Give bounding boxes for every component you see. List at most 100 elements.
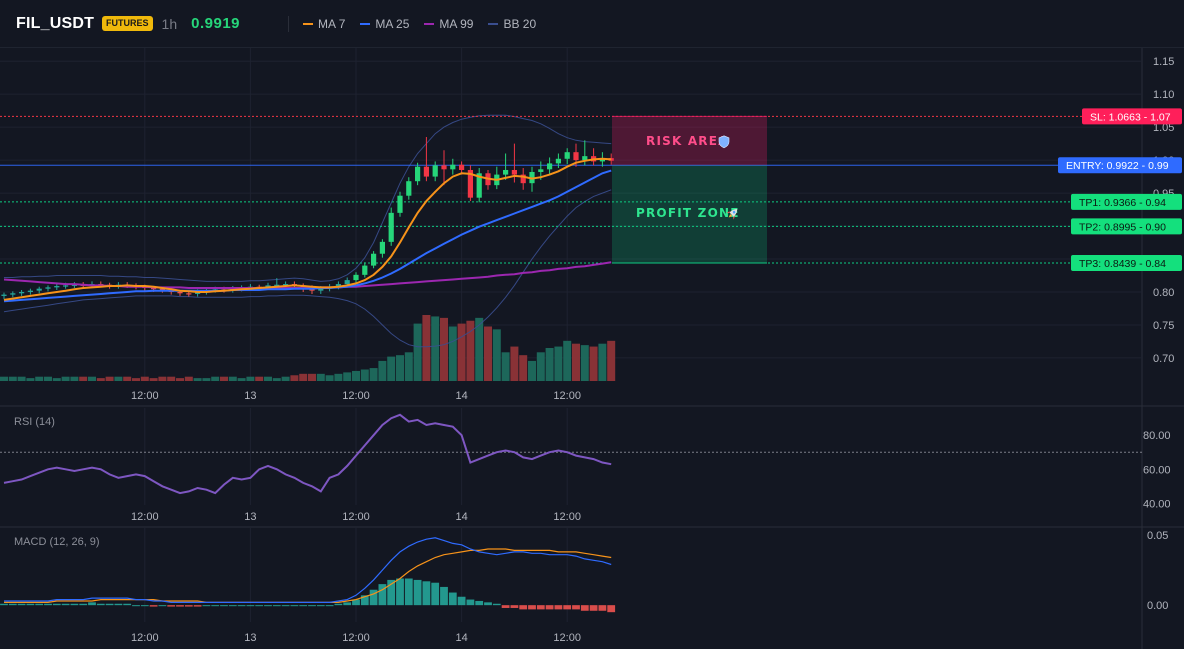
macd-time-tick-label: 13 xyxy=(244,632,256,644)
macd-time-tick-label: 14 xyxy=(455,632,467,644)
legend-ma25[interactable]: MA 25 xyxy=(360,17,409,31)
tp1-level-tag: TP1: 0.9366 - 0.94 xyxy=(1071,193,1182,210)
tp3-tag-background xyxy=(1071,255,1182,272)
candle-body xyxy=(397,195,403,213)
macd-histogram-bar xyxy=(140,605,149,607)
macd-histogram-bar xyxy=(299,605,308,607)
macd-histogram-bar xyxy=(413,579,422,606)
volume-bar xyxy=(536,352,545,381)
volume-bar xyxy=(140,376,149,381)
macd-histogram-bar xyxy=(246,605,255,607)
volume-bar xyxy=(149,378,158,381)
macd-histogram-bar xyxy=(281,605,290,607)
volume-bar xyxy=(202,378,211,381)
macd-histogram-bar xyxy=(378,584,387,606)
candle-body xyxy=(503,169,509,175)
tp3-level-tag: TP3: 0.8439 - 0.84 xyxy=(1071,255,1182,272)
macd-histogram-bar xyxy=(343,602,352,606)
rsi-line xyxy=(3,413,612,495)
symbol-name[interactable]: FIL_USDT xyxy=(16,14,95,32)
candle-body xyxy=(432,165,438,177)
volume-bar xyxy=(290,375,299,381)
volume-bar xyxy=(193,378,202,381)
macd-histogram-bar xyxy=(88,602,96,606)
candle-body xyxy=(177,291,183,294)
legend-bb20[interactable]: BB 20 xyxy=(488,17,536,31)
candle-body xyxy=(608,158,614,161)
rsi-time-tick-label: 13 xyxy=(244,511,256,523)
candle-body xyxy=(318,288,324,291)
volume-bar xyxy=(44,376,52,381)
legend-bb20-swatch xyxy=(488,22,499,25)
macd-histogram-bar xyxy=(360,595,369,606)
price-tick-label: 0.75 xyxy=(1153,320,1174,332)
timeframe-selector[interactable]: 1h xyxy=(161,15,178,32)
last-price: 0.9919 xyxy=(191,15,241,32)
candle-body xyxy=(1,294,7,296)
volume-bar xyxy=(563,340,572,381)
candle-body xyxy=(27,290,33,292)
macd-histogram-bar xyxy=(457,596,466,606)
macd-time-tick-label: 12:00 xyxy=(131,632,159,644)
macd-histogram-bar xyxy=(528,605,536,610)
legend-ma7-swatch xyxy=(303,22,314,25)
macd-time-tick-label: 12:00 xyxy=(342,632,370,644)
price-tick-label: 0.80 xyxy=(1153,287,1174,299)
price-tick-label: 1.05 xyxy=(1153,122,1174,134)
volume-bar xyxy=(334,373,343,381)
tp2-tag-text: TP2: 0.8995 - 0.90 xyxy=(1079,221,1166,233)
candle-body xyxy=(582,156,588,161)
volume-bar xyxy=(554,346,563,381)
candle-body xyxy=(186,293,192,295)
macd-histogram-bar xyxy=(607,605,616,613)
macd-histogram-bar xyxy=(237,605,246,607)
rsi-time-tick-label: 12:00 xyxy=(553,511,581,523)
sl-level-tag: SL: 1.0663 - 1.07 xyxy=(1082,108,1182,125)
macd-histogram-bar xyxy=(554,605,563,610)
macd-tick-label: 0.00 xyxy=(1147,600,1168,612)
tp3-tag-text: TP3: 0.8439 - 0.84 xyxy=(1079,258,1166,270)
macd-histogram-bar xyxy=(255,605,264,607)
candle-body xyxy=(36,288,42,291)
price-axis: 1.151.101.051.000.950.900.850.800.750.70… xyxy=(1058,56,1182,365)
risk-zone-label: RISK AREA xyxy=(646,134,729,148)
entry-level-tag: ENTRY: 0.9922 - 0.99 xyxy=(1058,157,1182,174)
tp2-tag-background xyxy=(1071,218,1182,235)
trade-zones: RISK AREA PROFIT ZONE xyxy=(612,115,767,264)
macd-histogram-bar xyxy=(61,603,70,606)
rsi-tick-label: 60.00 xyxy=(1143,464,1171,476)
volume-bar xyxy=(607,340,616,381)
candle-body xyxy=(54,286,60,288)
volume-bar xyxy=(184,376,193,381)
legend-ma7[interactable]: MA 7 xyxy=(303,17,345,31)
candle-body xyxy=(353,274,359,281)
volume-bar xyxy=(492,329,501,381)
ma25-line xyxy=(3,169,612,303)
rsi-tick-label: 80.00 xyxy=(1143,430,1171,442)
macd-histogram-bar xyxy=(448,592,457,606)
volume-bar xyxy=(272,378,281,381)
tp2-level-tag: TP2: 0.8995 - 0.90 xyxy=(1071,218,1182,235)
macd-histogram-bar xyxy=(369,589,378,606)
candle-body xyxy=(547,163,553,170)
volume-bar xyxy=(17,376,26,381)
macd-histogram-bar xyxy=(220,605,228,607)
candle-body xyxy=(10,293,16,295)
shield-icon xyxy=(718,135,730,149)
legend-ma99[interactable]: MA 99 xyxy=(424,17,473,31)
macd-histogram-bar xyxy=(431,582,440,606)
profit-zone xyxy=(612,165,767,264)
volume-bar xyxy=(448,326,457,381)
rsi-title: RSI (14) xyxy=(14,416,55,428)
rsi-panel: RSI (14) 80.00 60.00 40.00 12:00 13 12:00 14 12:… xyxy=(0,413,1171,523)
candle-body xyxy=(423,166,429,177)
macd-panel: MACD (12, 26, 9) 0.05 0.00 12:00 13 12:00 14 12… xyxy=(0,530,1168,644)
candle-body xyxy=(283,284,289,286)
macd-histogram-bar xyxy=(96,603,105,606)
volume-bar xyxy=(387,356,396,381)
tp1-tag-text: TP1: 0.9366 - 0.94 xyxy=(1079,197,1166,209)
candle-body xyxy=(476,173,482,198)
main-time-axis: 12:00 13 12:00 14 12:00 xyxy=(131,390,581,402)
volume-bar xyxy=(378,360,387,381)
